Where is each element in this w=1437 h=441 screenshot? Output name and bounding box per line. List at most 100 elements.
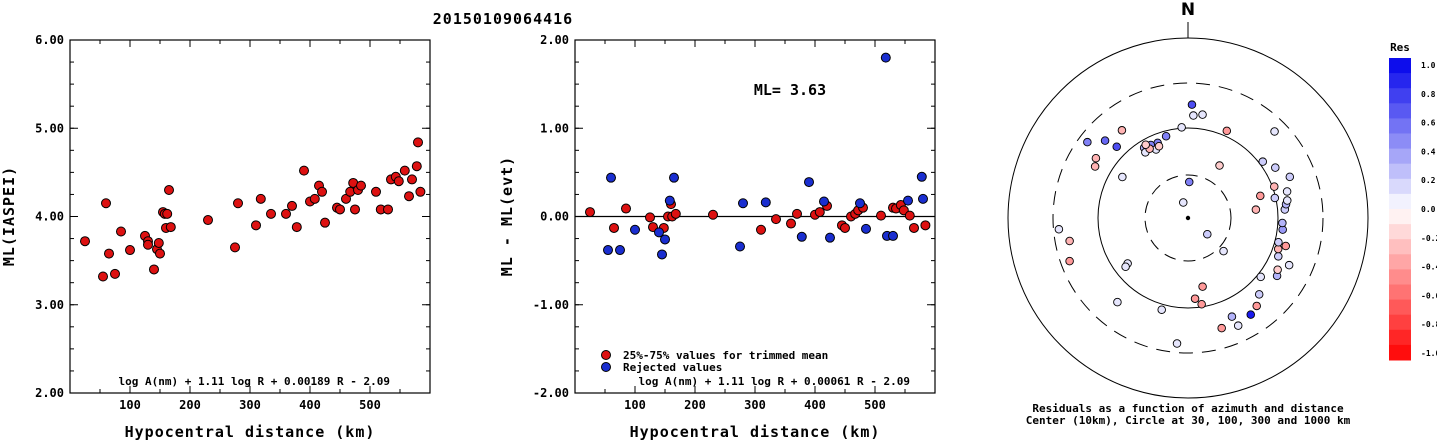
colorbar-tick-label: 0.0 — [1421, 205, 1436, 214]
colorbar-cell — [1389, 103, 1411, 119]
data-point — [165, 222, 176, 233]
rejected-point — [825, 232, 835, 243]
rejected-point — [669, 172, 679, 183]
rejected-point — [657, 249, 667, 260]
residual-point — [1284, 260, 1294, 270]
residual-point — [1222, 126, 1232, 136]
data-point — [399, 165, 410, 176]
panel-ml-iaspei: 100 200 300 400 500 2.00 3.00 4.00 5.00 6.00 log … — [0, 33, 431, 441]
residual-point — [1282, 187, 1292, 196]
y-axis-label: ML - ML(evt) — [498, 156, 516, 276]
y-tick-label: -2.00 — [533, 386, 569, 400]
circle-100km — [1097, 127, 1279, 309]
center-point — [1185, 215, 1191, 221]
panel-ml-residual: 100 200 300 400 500 -2.00 -1.00 0.00 1.00 2.00 ML… — [498, 33, 936, 441]
residual-point — [1190, 294, 1200, 303]
residual-point — [1246, 310, 1255, 319]
residual-point — [1254, 290, 1264, 299]
data-point — [383, 204, 393, 215]
y-tick-label: 4.00 — [35, 210, 64, 224]
residual-point — [1179, 198, 1188, 207]
data-point — [609, 222, 619, 233]
rejected-point — [654, 227, 664, 238]
data-point — [411, 161, 422, 172]
residual-point — [1177, 123, 1186, 132]
data-point — [413, 137, 423, 148]
data-point — [840, 222, 850, 233]
colorbar-cell — [1389, 269, 1411, 285]
residual-point — [1281, 241, 1291, 251]
x-tick-label: 500 — [864, 398, 886, 412]
rejected-point — [819, 196, 829, 207]
data-point — [708, 209, 718, 220]
x-axis-label: Hypocentral distance (km) — [125, 423, 376, 441]
data-point — [149, 264, 159, 275]
y-tick-label: 1.00 — [540, 121, 569, 135]
data-point — [585, 207, 595, 218]
circle-300km — [1052, 82, 1324, 354]
y-tick-label: 0.00 — [540, 210, 569, 224]
colorbar-cell — [1389, 209, 1411, 225]
data-point — [291, 222, 302, 233]
rejected-point — [918, 193, 928, 204]
colorbar-cell — [1389, 224, 1411, 240]
colorbar-cell — [1389, 73, 1411, 89]
residual-point — [1112, 142, 1121, 151]
residual-point — [1274, 252, 1283, 261]
colorbar-cell — [1389, 329, 1411, 346]
x-tick-label: 100 — [119, 398, 141, 412]
residual-point — [1215, 161, 1224, 170]
data-point — [287, 200, 297, 211]
data-point — [320, 217, 330, 228]
residual-point — [1157, 305, 1166, 314]
colorbar-tick-label: -1.0 — [1421, 349, 1437, 358]
y-tick-label: 5.00 — [35, 121, 64, 135]
panel-azimuth-residuals: N Residuals as a function of azimuth and… — [1007, 0, 1369, 427]
data-point — [255, 193, 266, 204]
residual-point — [1198, 282, 1207, 291]
colorbar-cell — [1389, 299, 1411, 316]
rejected-point — [916, 171, 927, 182]
colorbar-cell — [1389, 314, 1411, 331]
x-tick-label: 300 — [239, 398, 261, 412]
x-tick-label: 200 — [684, 398, 706, 412]
x-tick-label: 500 — [359, 398, 381, 412]
colorbar-cell — [1389, 163, 1411, 180]
data-point — [371, 186, 381, 197]
rejected-point — [664, 195, 675, 206]
colorbar-title: Res — [1390, 41, 1410, 54]
data-point — [335, 204, 345, 215]
legend-marker-accepted — [601, 350, 611, 360]
residual-point — [1274, 237, 1283, 247]
residual-point — [1054, 225, 1064, 234]
residual-point — [1121, 262, 1130, 272]
colorbar-cell — [1389, 88, 1411, 104]
rejected-point — [660, 234, 670, 245]
rejected-point — [760, 197, 771, 208]
colorbar-cell — [1389, 193, 1411, 210]
colorbar: Res 1.0 0.8 0.6 0.4 0.2 0.0 -0.2 -0.4 -0.6 -0.8 -1… — [1389, 41, 1437, 361]
data-point — [670, 208, 681, 219]
y-tick-label: 2.00 — [35, 386, 64, 400]
caption-line-1: Residuals as a function of azimuth and d… — [1032, 402, 1344, 415]
residual-point — [1270, 193, 1280, 203]
data-point — [909, 222, 919, 233]
colorbar-tick-label: -0.6 — [1421, 291, 1437, 300]
residual-point — [1252, 301, 1261, 311]
residual-point — [1117, 126, 1127, 135]
data-point — [621, 203, 631, 214]
data-point — [786, 218, 796, 229]
data-point — [155, 248, 165, 259]
colorbar-tick-label: 0.8 — [1421, 90, 1436, 99]
rejected-point — [888, 230, 898, 241]
colorbar-tick-label: 0.6 — [1421, 119, 1436, 128]
rejected-point — [630, 224, 640, 235]
colorbar-tick-label: -0.2 — [1421, 234, 1437, 243]
rejected-point — [855, 198, 865, 209]
residual-point — [1233, 321, 1243, 330]
x-axis-label: Hypocentral distance (km) — [630, 423, 881, 441]
colorbar-cell — [1389, 254, 1411, 270]
rejected-point — [880, 52, 891, 63]
circle-1000km — [1007, 37, 1369, 399]
residual-point — [1219, 246, 1228, 256]
